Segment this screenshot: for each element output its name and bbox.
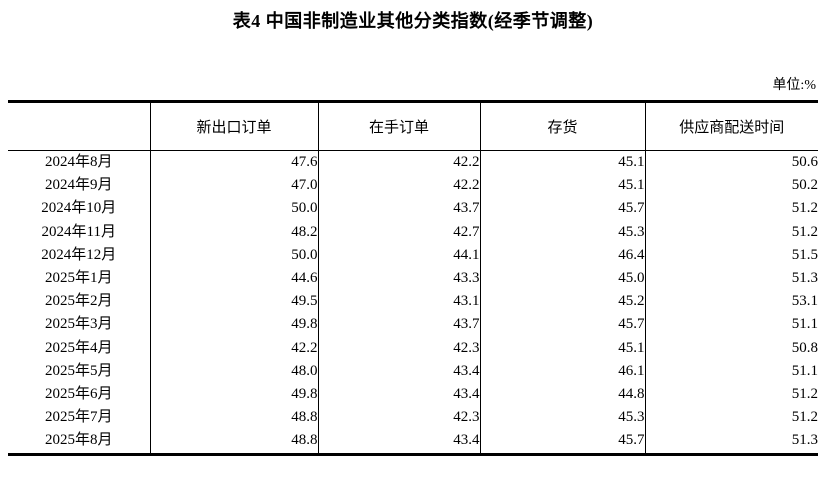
value-cell: 45.7 — [479, 313, 645, 337]
value-cell: 47.0 — [149, 174, 318, 198]
value-cell: 50.0 — [149, 243, 318, 268]
period-cell: 2025年8月 — [44, 432, 113, 449]
value-cell: 51.3 — [644, 429, 818, 455]
period-cell: 2025年1月 — [44, 270, 113, 287]
header-cell-supplier-delivery-time: 供应商配送时间 — [644, 101, 818, 151]
value-cell: 45.1 — [479, 174, 645, 198]
value-cell: 49.8 — [149, 383, 318, 407]
value-cell: 50.0 — [149, 197, 318, 221]
period-cell: 2025年4月 — [44, 339, 113, 356]
period-cell: 2025年7月 — [44, 409, 113, 426]
value-cell: 50.8 — [644, 336, 818, 360]
table-row: 2025年8月 48.8 43.4 45.7 51.3 — [8, 429, 818, 455]
value-cell: 51.3 — [644, 267, 818, 291]
value-cell: 51.2 — [644, 383, 818, 407]
value-cell: 43.7 — [317, 197, 480, 221]
period-cell: 2025年3月 — [44, 316, 113, 333]
value-cell: 51.5 — [644, 243, 818, 268]
value-cell: 48.2 — [149, 220, 318, 244]
table-title: 表4 中国非制造业其他分类指数(经季节调整) — [232, 11, 594, 31]
table-row: 2025年4月 42.2 42.3 45.1 50.8 — [8, 336, 818, 360]
value-cell: 45.2 — [479, 290, 645, 314]
table-row: 2024年9月 47.0 42.2 45.1 50.2 — [8, 174, 818, 198]
table-row: 2025年3月 49.8 43.7 45.7 51.1 — [8, 313, 818, 337]
value-cell: 44.8 — [479, 383, 645, 407]
value-cell: 42.2 — [317, 174, 480, 198]
table-row: 2024年12月 50.0 44.1 46.4 51.5 — [8, 243, 818, 268]
header-row: 新出口订单 在手订单 存货 供应商配送时间 — [8, 101, 818, 151]
period-cell: 2024年8月 — [44, 154, 113, 170]
value-cell: 53.1 — [644, 290, 818, 314]
value-cell: 42.2 — [149, 336, 318, 360]
value-cell: 49.5 — [149, 290, 318, 314]
value-cell: 42.2 — [317, 150, 480, 175]
value-cell: 51.1 — [644, 313, 818, 337]
table-row: 2024年8月 47.6 42.2 45.1 50.6 — [8, 150, 818, 175]
value-cell: 45.0 — [479, 267, 645, 291]
value-cell: 42.3 — [317, 406, 480, 430]
value-cell: 43.3 — [317, 267, 480, 291]
value-cell: 45.1 — [479, 150, 645, 175]
value-cell: 42.7 — [317, 220, 480, 244]
value-cell: 43.1 — [317, 290, 480, 314]
table-row: 2024年11月 48.2 42.7 45.3 51.2 — [8, 220, 818, 244]
value-cell: 43.7 — [317, 313, 480, 337]
value-cell: 45.7 — [479, 429, 645, 455]
header-cell-new-export-orders: 新出口订单 — [149, 101, 318, 151]
value-cell: 51.1 — [644, 359, 818, 384]
value-cell: 51.2 — [644, 406, 818, 430]
value-cell: 45.7 — [479, 197, 645, 221]
value-cell: 42.3 — [317, 336, 480, 360]
value-cell: 45.3 — [479, 220, 645, 244]
value-cell: 43.4 — [317, 383, 480, 407]
value-cell: 50.2 — [644, 174, 818, 198]
value-cell: 51.2 — [644, 197, 818, 221]
header-cell-period — [8, 101, 150, 151]
period-cell: 2024年10月 — [41, 200, 117, 217]
value-cell: 44.1 — [317, 243, 480, 268]
table-body: 2024年8月 47.6 42.2 45.1 50.6 2024年9月 47.0 42.2 45… — [8, 150, 818, 455]
table-header: 新出口订单 在手订单 存货 供应商配送时间 — [8, 101, 818, 151]
table-row: 2025年6月 49.8 43.4 44.8 51.2 — [8, 383, 818, 407]
table-row: 2025年5月 48.0 43.4 46.1 51.1 — [8, 359, 818, 384]
header-cell-orders-in-hand: 在手订单 — [317, 101, 480, 151]
period-cell: 2024年9月 — [44, 177, 113, 194]
index-table: 新出口订单 在手订单 存货 供应商配送时间 2024年8月 47.6 42.2 45.… — [8, 100, 818, 456]
value-cell: 44.6 — [149, 267, 318, 291]
value-cell: 43.4 — [317, 429, 480, 455]
table-row: 2024年10月 50.0 43.7 45.7 51.2 — [8, 197, 818, 221]
value-cell: 48.8 — [149, 406, 318, 430]
period-cell: 2025年5月 — [44, 362, 113, 379]
period-cell: 2025年2月 — [44, 293, 113, 310]
value-cell: 51.2 — [644, 220, 818, 244]
value-cell: 48.8 — [149, 429, 318, 455]
value-cell: 46.1 — [479, 359, 645, 384]
period-cell: 2025年6月 — [44, 386, 113, 403]
value-cell: 49.8 — [149, 313, 318, 337]
table-row: 2025年7月 48.8 42.3 45.3 51.2 — [8, 406, 818, 430]
value-cell: 45.3 — [479, 406, 645, 430]
header-cell-inventory: 存货 — [479, 101, 645, 151]
value-cell: 47.6 — [149, 150, 318, 175]
period-cell: 2024年11月 — [41, 223, 116, 240]
value-cell: 50.6 — [644, 150, 818, 175]
table-row: 2025年1月 44.6 43.3 45.0 51.3 — [8, 267, 818, 291]
value-cell: 46.4 — [479, 243, 645, 268]
value-cell: 48.0 — [149, 359, 318, 384]
table-row: 2025年2月 49.5 43.1 45.2 53.1 — [8, 290, 818, 314]
period-cell: 2024年12月 — [41, 246, 117, 263]
unit-label: 单位:% — [772, 78, 816, 93]
value-cell: 45.1 — [479, 336, 645, 360]
value-cell: 43.4 — [317, 359, 480, 384]
